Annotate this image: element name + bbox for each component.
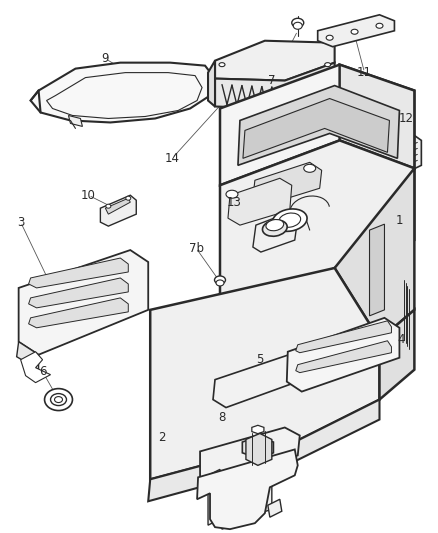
Text: 5: 5 bbox=[256, 353, 264, 366]
Ellipse shape bbox=[226, 190, 238, 198]
Text: 7b: 7b bbox=[189, 241, 204, 255]
Polygon shape bbox=[388, 135, 421, 178]
Polygon shape bbox=[238, 86, 399, 165]
Polygon shape bbox=[197, 449, 298, 529]
Polygon shape bbox=[246, 433, 272, 465]
Polygon shape bbox=[370, 224, 385, 316]
Polygon shape bbox=[243, 99, 389, 158]
Ellipse shape bbox=[326, 35, 333, 40]
Polygon shape bbox=[106, 198, 130, 214]
Polygon shape bbox=[249, 441, 266, 454]
Polygon shape bbox=[148, 400, 379, 501]
Ellipse shape bbox=[215, 276, 226, 284]
Text: 7: 7 bbox=[268, 74, 276, 87]
Text: 10: 10 bbox=[81, 189, 96, 201]
Text: 8: 8 bbox=[218, 411, 226, 424]
Polygon shape bbox=[21, 352, 50, 383]
Polygon shape bbox=[28, 278, 128, 308]
Polygon shape bbox=[208, 470, 220, 525]
Polygon shape bbox=[260, 455, 272, 513]
Polygon shape bbox=[296, 321, 392, 353]
Polygon shape bbox=[252, 425, 264, 434]
Text: 9: 9 bbox=[102, 52, 109, 65]
Ellipse shape bbox=[45, 389, 72, 410]
Polygon shape bbox=[68, 116, 82, 126]
Text: 2: 2 bbox=[159, 431, 166, 444]
Text: 3: 3 bbox=[17, 216, 25, 229]
Polygon shape bbox=[296, 341, 392, 373]
Polygon shape bbox=[208, 61, 215, 107]
Ellipse shape bbox=[262, 220, 287, 236]
Polygon shape bbox=[287, 318, 399, 392]
Ellipse shape bbox=[219, 63, 225, 67]
Ellipse shape bbox=[293, 22, 302, 29]
Polygon shape bbox=[19, 250, 148, 355]
Polygon shape bbox=[220, 64, 414, 185]
Ellipse shape bbox=[50, 393, 67, 406]
Polygon shape bbox=[253, 212, 298, 252]
Polygon shape bbox=[339, 64, 414, 168]
Polygon shape bbox=[28, 298, 128, 328]
Ellipse shape bbox=[216, 280, 224, 286]
Ellipse shape bbox=[292, 18, 304, 27]
Polygon shape bbox=[200, 427, 300, 479]
Polygon shape bbox=[335, 168, 414, 340]
Polygon shape bbox=[268, 499, 282, 517]
Text: 1: 1 bbox=[396, 214, 403, 227]
Text: 11: 11 bbox=[357, 66, 372, 79]
Text: 4: 4 bbox=[398, 333, 405, 346]
Ellipse shape bbox=[304, 164, 316, 172]
Ellipse shape bbox=[351, 29, 358, 34]
Ellipse shape bbox=[54, 397, 63, 402]
Polygon shape bbox=[228, 178, 292, 225]
Ellipse shape bbox=[376, 23, 383, 28]
Ellipse shape bbox=[266, 220, 284, 231]
Ellipse shape bbox=[126, 196, 131, 200]
Text: 6: 6 bbox=[39, 365, 46, 378]
Ellipse shape bbox=[279, 213, 300, 227]
Polygon shape bbox=[31, 63, 215, 123]
Text: 13: 13 bbox=[226, 196, 241, 209]
Polygon shape bbox=[242, 437, 273, 458]
Polygon shape bbox=[253, 163, 321, 205]
Polygon shape bbox=[218, 511, 236, 529]
Text: 14: 14 bbox=[165, 152, 180, 165]
Polygon shape bbox=[215, 63, 335, 109]
Ellipse shape bbox=[106, 204, 111, 208]
Ellipse shape bbox=[325, 63, 331, 67]
Polygon shape bbox=[150, 268, 379, 479]
Polygon shape bbox=[28, 258, 128, 288]
Polygon shape bbox=[318, 15, 395, 47]
Polygon shape bbox=[213, 348, 321, 408]
Polygon shape bbox=[379, 310, 414, 400]
Text: 12: 12 bbox=[399, 112, 414, 125]
Polygon shape bbox=[215, 41, 335, 80]
Ellipse shape bbox=[272, 209, 307, 231]
Polygon shape bbox=[220, 140, 414, 320]
Polygon shape bbox=[100, 195, 136, 226]
Polygon shape bbox=[46, 72, 202, 118]
Polygon shape bbox=[17, 342, 39, 370]
